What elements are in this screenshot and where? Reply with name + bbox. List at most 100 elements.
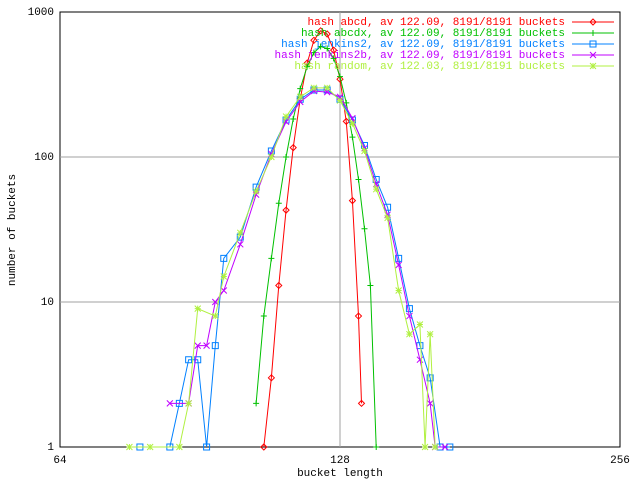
marker — [317, 43, 324, 50]
marker — [282, 206, 290, 214]
marker — [304, 63, 311, 70]
marker — [426, 374, 434, 382]
marker — [384, 214, 391, 222]
marker — [316, 27, 325, 35]
x-tick-label: 256 — [610, 455, 630, 467]
marker — [211, 298, 219, 306]
marker — [252, 183, 260, 191]
marker — [310, 84, 318, 92]
marker — [296, 93, 304, 101]
marker — [416, 321, 424, 328]
marker — [354, 312, 363, 320]
marker — [236, 229, 244, 237]
marker — [348, 196, 357, 205]
marker — [395, 261, 403, 269]
marker — [395, 254, 403, 262]
marker — [185, 356, 193, 364]
marker — [275, 281, 283, 290]
marker — [421, 443, 429, 451]
series-line — [129, 87, 436, 448]
marker — [342, 117, 350, 126]
series-line — [169, 90, 446, 448]
marker — [282, 113, 290, 120]
marker — [275, 200, 282, 207]
marker — [289, 143, 297, 152]
y-tick-label: 100 — [34, 152, 54, 164]
marker — [384, 203, 392, 211]
marker — [236, 240, 244, 248]
marker — [220, 287, 228, 294]
marker — [253, 400, 260, 407]
marker — [310, 36, 318, 45]
marker — [282, 118, 290, 126]
y-tick-label: 1000 — [28, 7, 54, 19]
marker — [349, 134, 356, 141]
marker — [194, 305, 202, 312]
marker — [589, 18, 597, 26]
marker — [426, 399, 434, 407]
marker — [395, 287, 403, 294]
series-line — [263, 30, 363, 448]
marker — [373, 444, 380, 450]
marker — [361, 147, 368, 155]
marker — [431, 443, 439, 451]
marker — [203, 342, 210, 350]
marker — [267, 147, 275, 155]
x-axis-label: bucket length — [297, 468, 383, 480]
marker — [220, 254, 228, 262]
marker — [297, 85, 304, 92]
marker — [336, 97, 344, 104]
legend-label: hash jenkins2b, av 122.09, 8191/8191 buc… — [275, 50, 565, 62]
marker — [220, 273, 228, 280]
marker — [260, 313, 267, 320]
marker — [175, 399, 183, 407]
marker — [367, 282, 374, 289]
marker — [211, 342, 219, 350]
marker — [355, 176, 362, 183]
series-line — [139, 89, 450, 448]
legend-label: hash jenkins2, av 122.09, 8191/8191 buck… — [281, 39, 565, 51]
marker — [324, 45, 331, 52]
marker — [405, 305, 413, 313]
marker — [337, 73, 343, 80]
marker — [441, 443, 449, 451]
marker — [211, 312, 219, 320]
series-line — [255, 45, 377, 448]
marker — [194, 342, 202, 350]
marker — [136, 443, 144, 451]
legend-label: hash abcd, av 122.09, 8191/8191 buckets — [308, 17, 565, 29]
marker — [126, 443, 133, 451]
legend-label: hash random, av 122.03, 8191/8191 bucket… — [294, 61, 565, 73]
marker — [260, 443, 268, 451]
legend-label: hash abcdx, av 122.09, 8191/8191 buckets — [301, 28, 565, 40]
marker — [268, 255, 275, 262]
marker — [361, 225, 368, 232]
x-tick-label: 128 — [330, 455, 350, 467]
y-tick-label: 10 — [41, 297, 54, 309]
marker — [146, 443, 154, 451]
x-tick-label: 64 — [53, 455, 67, 467]
marker — [446, 443, 454, 451]
marker — [590, 30, 596, 36]
marker — [426, 330, 434, 338]
marker — [436, 443, 444, 451]
marker — [329, 46, 338, 54]
marker — [185, 399, 192, 407]
marker — [252, 187, 260, 195]
marker — [267, 374, 276, 382]
marker — [406, 330, 413, 338]
marker — [176, 443, 183, 451]
marker — [166, 399, 174, 407]
marker — [290, 115, 297, 122]
marker — [589, 51, 597, 59]
marker — [372, 185, 380, 193]
marker — [330, 55, 337, 62]
marker — [589, 40, 597, 48]
y-axis-label: number of buckets — [7, 174, 19, 286]
y-tick-label: 1 — [47, 442, 54, 454]
marker — [349, 120, 356, 127]
marker — [283, 154, 290, 160]
marker — [203, 443, 211, 451]
marker — [343, 99, 350, 106]
